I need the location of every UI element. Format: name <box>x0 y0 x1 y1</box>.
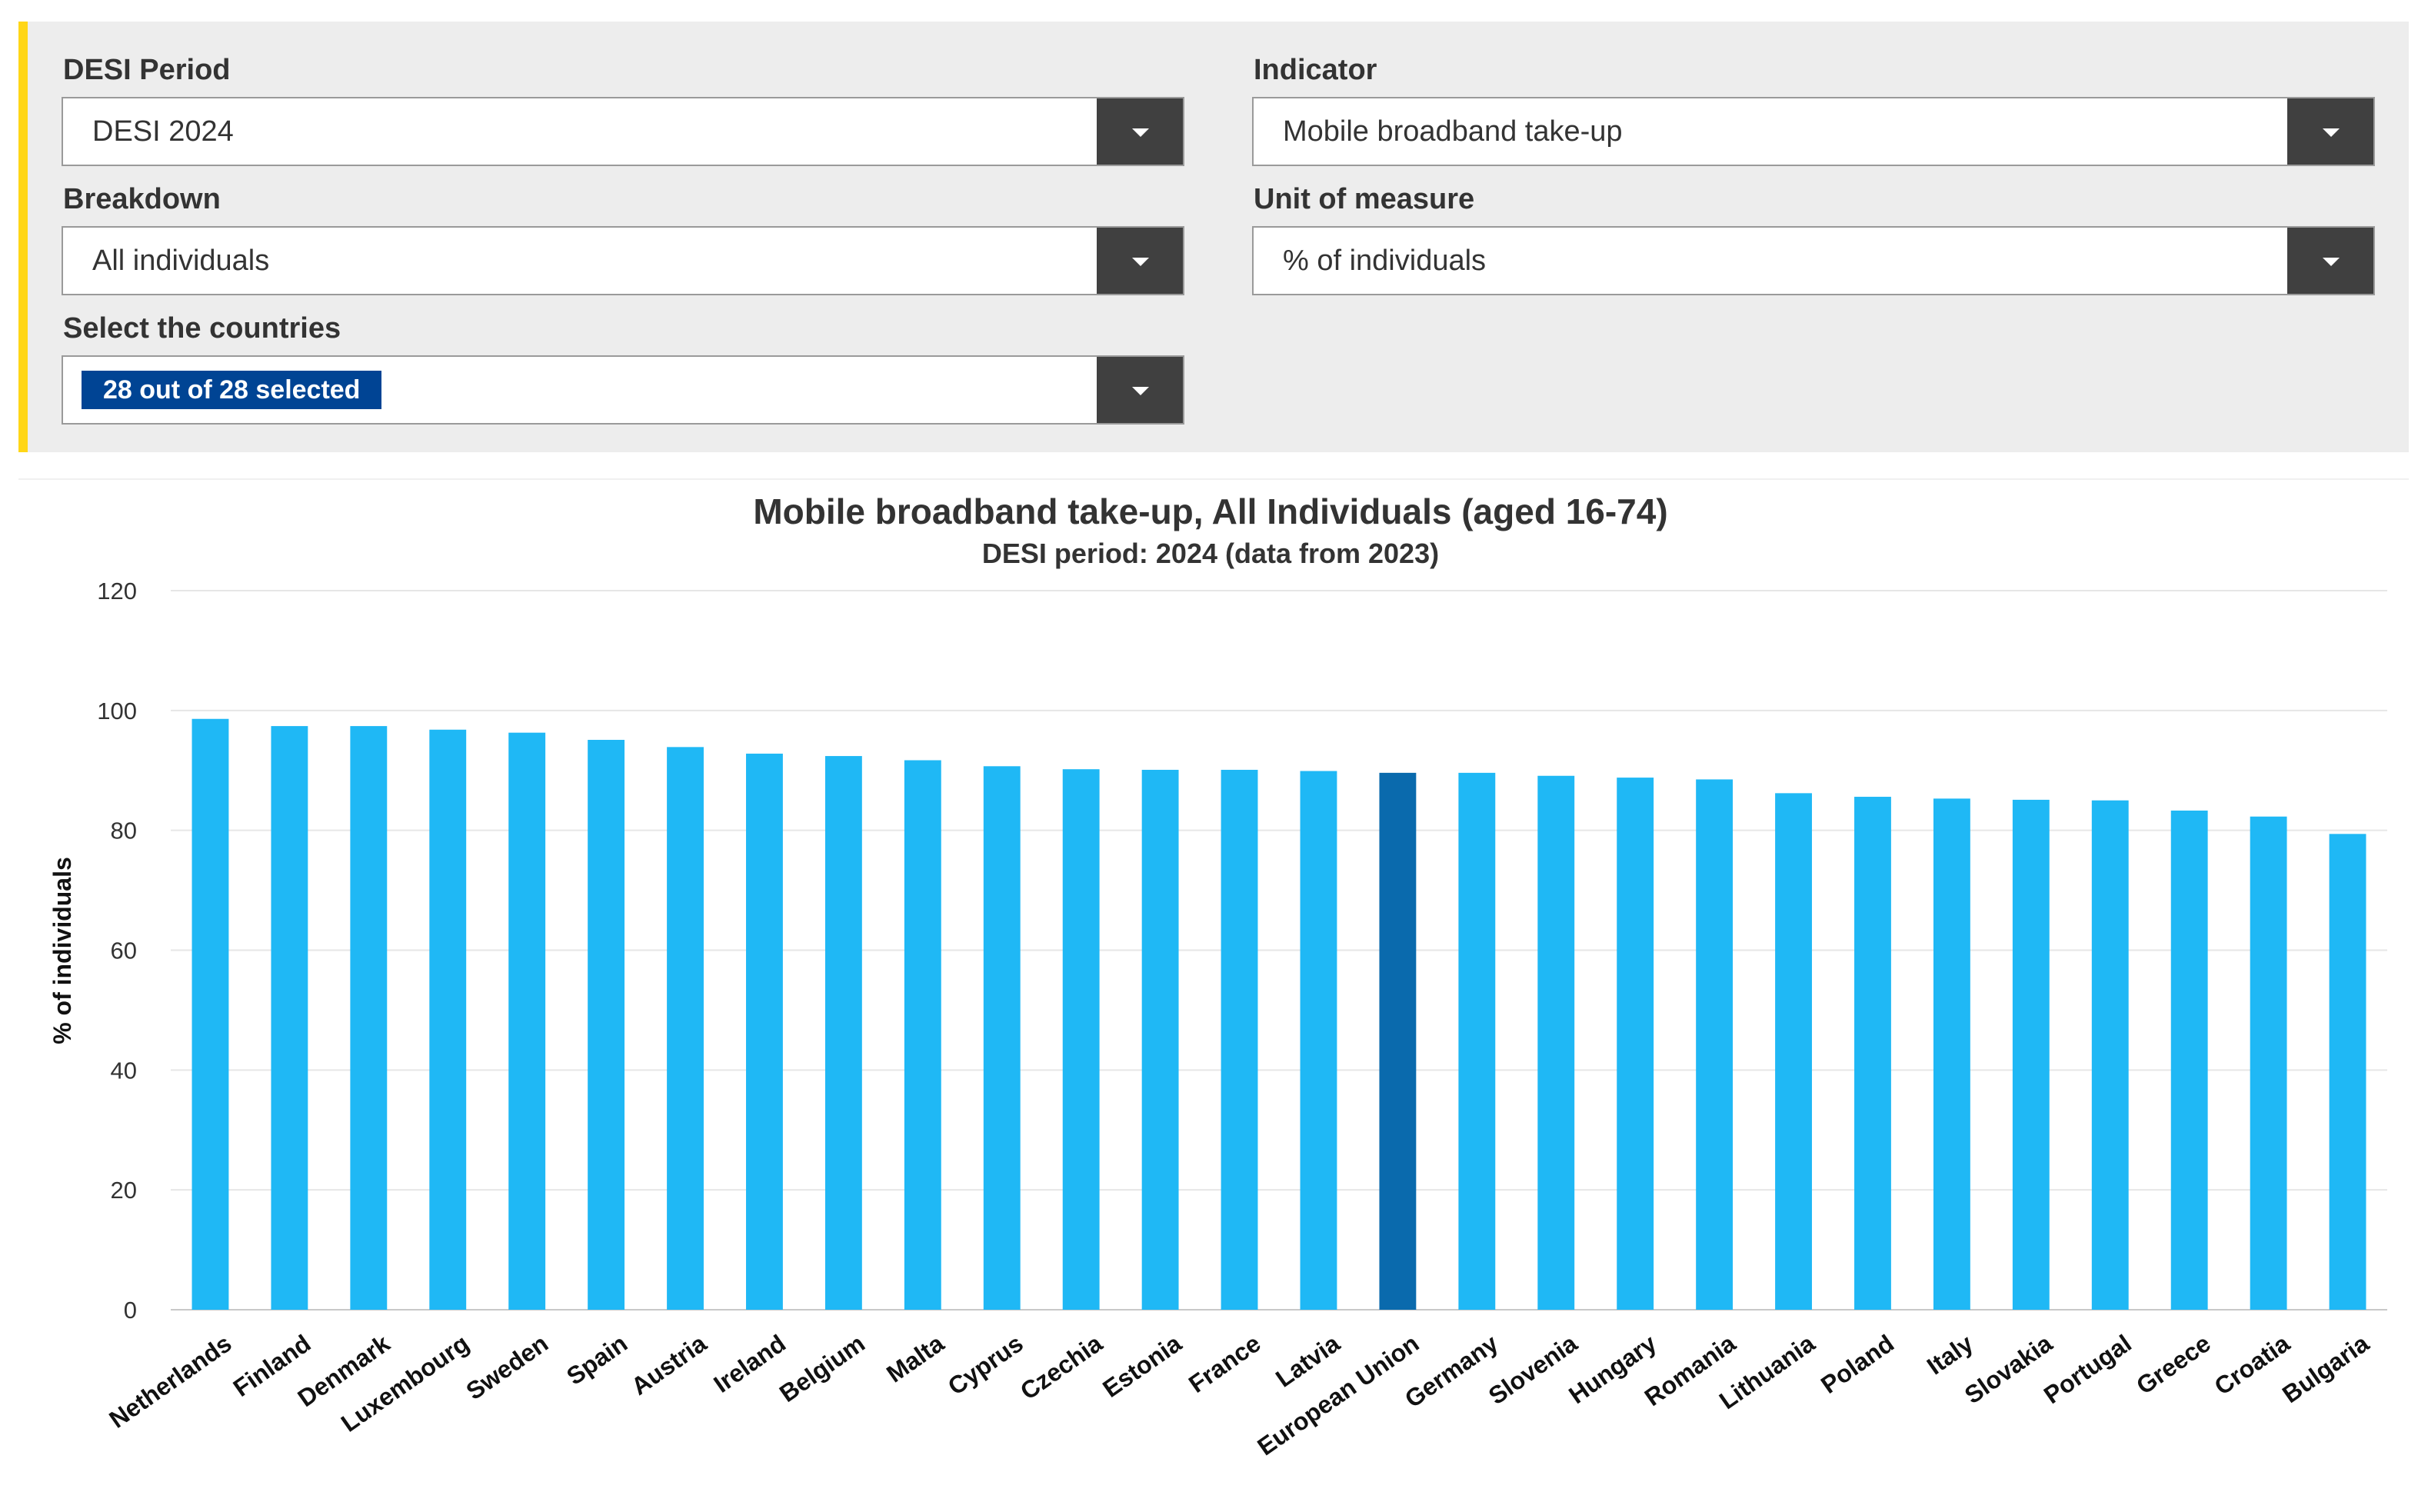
bar-germany[interactable] <box>1458 772 1496 1310</box>
countries-label: Select the countries <box>63 312 341 345</box>
bar-finland[interactable] <box>271 726 308 1310</box>
bar-slovenia[interactable] <box>1537 775 1575 1310</box>
indicator-select[interactable]: Mobile broadband take-up <box>1252 97 2375 166</box>
desi-period-dropdown-button[interactable] <box>1097 98 1183 165</box>
bar-greece[interactable] <box>2170 810 2208 1310</box>
desi-period-select[interactable]: DESI 2024 <box>62 97 1184 166</box>
chart-subtitle: DESI period: 2024 (data from 2023) <box>982 538 1439 569</box>
y-tick-label: 60 <box>111 938 137 964</box>
bar-portugal[interactable] <box>2091 800 2129 1310</box>
y-tick-label: 120 <box>97 578 137 604</box>
x-tick-label: Portugal <box>2039 1329 2137 1409</box>
bar-spain[interactable] <box>588 740 625 1310</box>
breakdown-dropdown-button[interactable] <box>1097 228 1183 294</box>
x-tick-label: Slovenia <box>1484 1329 1583 1410</box>
breakdown-label: Breakdown <box>63 183 221 215</box>
chevron-down-icon <box>2323 258 2340 266</box>
chevron-down-icon <box>1132 128 1149 137</box>
breakdown-value: All individuals <box>92 245 270 277</box>
bar-belgium[interactable] <box>824 756 862 1310</box>
bar-lithuania[interactable] <box>1775 793 1812 1310</box>
indicator-label: Indicator <box>1254 54 1377 86</box>
desi-period-value: DESI 2024 <box>92 115 234 148</box>
unit-of-measure-label: Unit of measure <box>1254 183 1475 215</box>
countries-selected-badge: 28 out of 28 selected <box>82 371 382 409</box>
x-tick-label: Belgium <box>774 1329 870 1407</box>
bar-austria[interactable] <box>667 747 704 1310</box>
x-tick-label: Bulgaria <box>2277 1329 2374 1408</box>
indicator-value: Mobile broadband take-up <box>1283 115 1623 148</box>
unit-of-measure-select[interactable]: % of individuals <box>1252 226 2375 295</box>
bar-italy[interactable] <box>1933 798 1970 1310</box>
bar-ireland[interactable] <box>746 753 783 1310</box>
panel-accent-bar <box>18 22 28 452</box>
y-tick-label: 20 <box>111 1177 137 1204</box>
bar-france[interactable] <box>1221 769 1258 1310</box>
bar-luxembourg[interactable] <box>429 729 467 1310</box>
bar-estonia[interactable] <box>1141 769 1179 1310</box>
x-tick-label: Austria <box>626 1329 711 1400</box>
breakdown-select[interactable]: All individuals <box>62 226 1184 295</box>
bar-european-union[interactable] <box>1379 772 1417 1310</box>
desi-period-label: DESI Period <box>63 54 231 86</box>
y-tick-label: 80 <box>111 818 137 844</box>
bar-cyprus[interactable] <box>983 766 1021 1310</box>
x-tick-label: Slovakia <box>1960 1329 2057 1409</box>
x-tick-label: Italy <box>1922 1329 1978 1380</box>
x-tick-label: Greece <box>2131 1329 2216 1400</box>
bar-croatia[interactable] <box>2250 816 2287 1310</box>
x-tick-label: Sweden <box>461 1329 553 1405</box>
bar-czechia[interactable] <box>1062 769 1100 1310</box>
y-tick-label: 0 <box>124 1297 137 1324</box>
y-tick-label: 40 <box>111 1057 137 1084</box>
x-tick-label: Cyprus <box>943 1329 1028 1400</box>
x-tick-label: Czechia <box>1015 1329 1107 1405</box>
bar-slovakia[interactable] <box>2012 799 2050 1310</box>
indicator-dropdown-button[interactable] <box>2287 98 2373 165</box>
unit-of-measure-dropdown-button[interactable] <box>2287 228 2373 294</box>
y-axis-label: % of individuals <box>48 857 76 1044</box>
bar-denmark[interactable] <box>350 726 388 1310</box>
chevron-down-icon <box>1132 387 1149 395</box>
x-tick-label: Netherlands <box>104 1329 236 1434</box>
x-tick-label: France <box>1184 1329 1266 1398</box>
chevron-down-icon <box>2323 128 2340 137</box>
x-tick-label: Malta <box>881 1329 949 1388</box>
bar-poland[interactable] <box>1854 797 1891 1310</box>
bar-malta[interactable] <box>904 760 941 1310</box>
panel-separator <box>18 478 2409 480</box>
y-tick-label: 100 <box>97 698 137 724</box>
x-tick-label: Poland <box>1816 1329 1899 1399</box>
bar-hungary[interactable] <box>1617 778 1654 1310</box>
bar-netherlands[interactable] <box>192 718 229 1310</box>
countries-dropdown-button[interactable] <box>1097 357 1183 423</box>
bar-romania[interactable] <box>1696 779 1734 1310</box>
x-tick-label: Estonia <box>1097 1329 1186 1403</box>
countries-select[interactable]: 28 out of 28 selected <box>62 355 1184 425</box>
unit-of-measure-value: % of individuals <box>1283 245 1487 277</box>
chevron-down-icon <box>1132 258 1149 266</box>
bar-latvia[interactable] <box>1300 771 1337 1310</box>
chart-title: Mobile broadband take-up, All Individual… <box>753 491 1667 531</box>
bar-sweden[interactable] <box>508 732 546 1310</box>
bar-bulgaria[interactable] <box>2329 834 2366 1310</box>
x-tick-label: Spain <box>561 1329 632 1390</box>
